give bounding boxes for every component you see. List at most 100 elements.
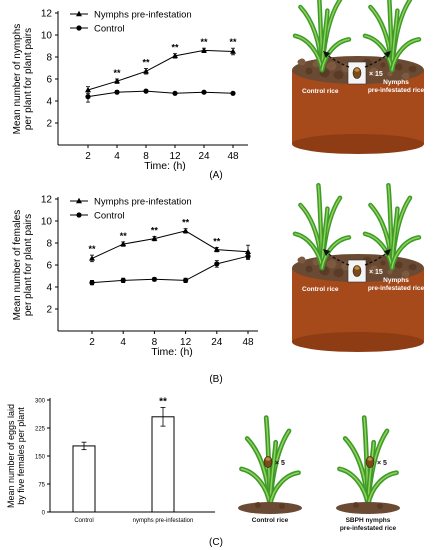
x-tick-label: 2 [85, 151, 91, 162]
soil-clump [387, 269, 393, 275]
significance-mark: ** [120, 231, 128, 241]
x-axis-label: Time: (h) [151, 346, 193, 358]
bar [151, 416, 175, 513]
significance-mark: ** [182, 218, 190, 228]
soil-mound [336, 502, 400, 514]
data-point-circle [114, 89, 120, 95]
chart-c: 0 75 150 225 300 Control nymphs pre-infestatio… [6, 396, 215, 524]
y-tick-label: 8 [46, 53, 52, 64]
illustration-a: × 15 Control rice Nymphs pre-infestated ric… [292, 0, 425, 154]
data-point-circle [151, 276, 157, 282]
y-tick-label: 300 [35, 399, 46, 405]
significance-mark: ** [171, 43, 179, 53]
y-tick-label: 4 [46, 283, 52, 294]
legend-label: Control [94, 24, 125, 35]
x-tick-label: 4 [114, 151, 120, 162]
soil-clump [377, 503, 383, 509]
data-point-triangle [230, 48, 236, 54]
x-tick-label: 8 [143, 151, 149, 162]
soil-clump [380, 260, 386, 266]
pot-bottom [292, 332, 424, 352]
panel-label-a: (A) [209, 170, 222, 181]
soil-clump [402, 72, 410, 80]
x-tick-label: 24 [198, 151, 210, 162]
x-axis-label: Time: (h) [144, 160, 186, 172]
y-axis-label: Mean number of femalesper plant for plan… [12, 210, 34, 321]
soil-clump [395, 63, 403, 71]
dashed-arrow [325, 251, 350, 266]
right-plant-label: SBPH nymphs pre-infestated rice [340, 517, 397, 532]
planthopper-head-icon [367, 457, 373, 461]
series-line [87, 90, 234, 98]
y-tick-label: 10 [41, 31, 53, 42]
significance-mark: ** [88, 244, 96, 254]
arrow-head-icon [323, 249, 330, 256]
soil-clump [409, 65, 417, 73]
soil-clump [380, 62, 386, 68]
arrow-head-icon [384, 249, 391, 256]
significance-mark: ** [151, 225, 159, 235]
data-point-circle [89, 280, 95, 286]
arrow-head-icon [384, 51, 391, 58]
insect-count: × 15 [369, 71, 383, 78]
y-tick-label: 75 [38, 483, 45, 489]
significance-mark: ** [113, 68, 121, 78]
x-tick-label: 2 [89, 337, 95, 348]
soil-clump [305, 265, 313, 273]
rice-leaf-highlight [269, 471, 300, 506]
y-tick-label: 150 [35, 455, 46, 461]
rice-leaf-highlight [321, 236, 350, 269]
panel-label-b: (B) [209, 374, 222, 385]
x-tick-label: 24 [211, 337, 223, 348]
y-tick-label: 12 [41, 9, 53, 20]
legend-marker [76, 25, 82, 31]
series-line [87, 49, 234, 91]
data-point-triangle [172, 52, 178, 59]
y-tick-label: 225 [35, 427, 46, 433]
soil-clump [409, 263, 417, 271]
illustration-c: × 5 Control rice × 5 SBPH nymphs pre-infesta… [238, 415, 400, 532]
rice-leaf-highlight [321, 38, 350, 71]
legend-marker [76, 10, 82, 17]
x-tick-label: 12 [169, 151, 181, 162]
series-line [91, 255, 249, 284]
data-point-circle [214, 261, 220, 267]
data-point-triangle [114, 78, 120, 84]
rice-leaf-highlight [391, 236, 420, 269]
y-tick-label: 12 [41, 195, 53, 206]
y-tick-label: 0 [42, 511, 46, 517]
data-point-triangle [213, 246, 220, 252]
insect-count-left: × 5 [275, 460, 285, 467]
soil-clump [387, 71, 393, 77]
legend-marker [76, 212, 82, 218]
y-tick-label: 10 [41, 217, 53, 228]
x-tick-label: 4 [120, 337, 126, 348]
right-plant-label: Nymphs pre-infestated rice [368, 277, 425, 292]
insect-count-right: × 5 [377, 460, 387, 467]
data-point-circle [245, 253, 251, 259]
bar [72, 445, 96, 513]
soil-clump [327, 61, 337, 71]
soil-clump [298, 58, 306, 66]
data-point-circle [172, 90, 178, 96]
soil-clump [312, 258, 320, 266]
soil-mound [238, 502, 302, 514]
data-point-circle [201, 89, 207, 95]
legend-label: Control [94, 211, 125, 222]
x-tick-label: 48 [227, 151, 239, 162]
y-tick-label: 2 [46, 119, 52, 130]
soil-clump [327, 259, 337, 269]
soil-clump [312, 60, 320, 68]
x-tick-label: 48 [242, 337, 254, 348]
rice-leaf-highlight [391, 38, 420, 71]
soil-clump [353, 502, 359, 508]
right-plant-label: Nymphs pre-infestated rice [368, 79, 425, 94]
panel-label-c: (C) [209, 537, 223, 548]
data-point-circle [120, 277, 126, 283]
data-point-circle [230, 90, 236, 96]
data-point-triangle [182, 227, 189, 234]
soil-clump [373, 69, 379, 75]
data-point-triangle [143, 68, 149, 74]
data-point-triangle [120, 240, 127, 247]
